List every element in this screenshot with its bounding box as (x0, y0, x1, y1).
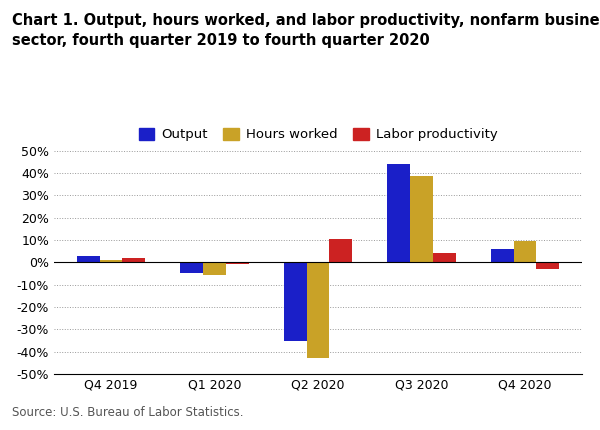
Bar (122, 258, 145, 262)
Bar (388, 164, 410, 262)
Bar (77, 255, 100, 262)
Legend: Output, Hours worked, Labor productivity: Output, Hours worked, Labor productivity (133, 123, 503, 147)
Bar (100, 260, 122, 262)
Bar (514, 241, 536, 262)
Bar (203, 262, 226, 275)
Bar (329, 239, 352, 262)
Bar (226, 262, 248, 264)
Text: Source: U.S. Bureau of Labor Statistics.: Source: U.S. Bureau of Labor Statistics. (12, 406, 244, 419)
Bar (536, 262, 559, 269)
Bar (284, 262, 307, 341)
Bar (433, 253, 455, 262)
Bar (491, 249, 514, 262)
Bar (181, 262, 203, 273)
Bar (307, 262, 329, 359)
Text: Chart 1. Output, hours worked, and labor productivity, nonfarm business
sector, : Chart 1. Output, hours worked, and labor… (12, 13, 600, 48)
Bar (410, 176, 433, 262)
